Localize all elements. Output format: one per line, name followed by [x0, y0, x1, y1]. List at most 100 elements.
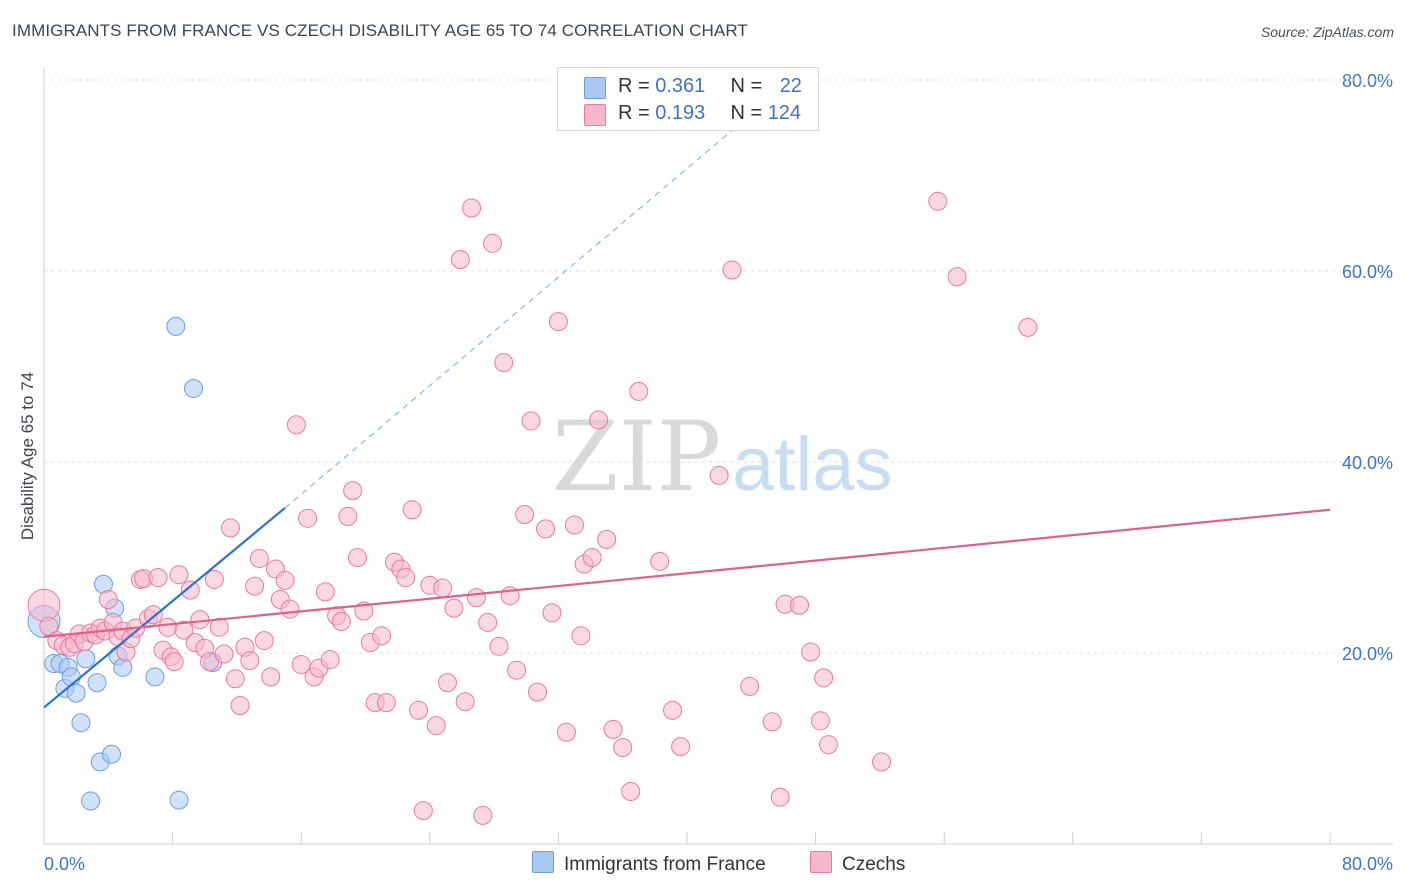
bottom-legend-swatch-czechs — [810, 851, 832, 873]
czech-point — [542, 603, 562, 623]
source-label: Source: ZipAtlas.com — [1260, 24, 1394, 40]
legend-r-label: R = — [618, 102, 656, 124]
france-point — [81, 791, 101, 811]
czech-point — [249, 548, 269, 568]
czech-point — [709, 465, 729, 485]
czech-point — [478, 612, 498, 632]
czech-point — [582, 548, 602, 567]
y-tick-label: 40.0% — [1342, 453, 1393, 473]
france-point — [76, 649, 96, 669]
czech-point — [462, 198, 482, 218]
czech-point — [148, 568, 168, 588]
czech-point — [455, 692, 475, 712]
czech-point — [494, 353, 514, 373]
czech-point — [225, 669, 245, 689]
czech-point — [621, 781, 641, 801]
grid: 20.0% 40.0% 60.0% 80.0% — [44, 71, 1393, 664]
czech-point — [801, 642, 821, 662]
czech-point — [169, 565, 189, 585]
czech-point — [174, 620, 194, 640]
czech-point — [180, 580, 200, 600]
czech-point — [872, 752, 892, 772]
czech-point — [254, 631, 274, 651]
czech-point — [433, 578, 453, 598]
czech-point — [158, 617, 178, 637]
czech-point — [762, 712, 782, 732]
czech-point — [810, 711, 830, 731]
czech-point — [589, 410, 609, 430]
czech-point — [556, 722, 576, 742]
czech-point — [245, 576, 265, 596]
czech-point — [372, 626, 392, 646]
series-czechs — [27, 191, 1038, 825]
france-point — [102, 744, 122, 764]
czech-trend-line — [43, 508, 1331, 638]
x-tick-label-max: 80.0% — [1342, 854, 1393, 874]
czech-point — [947, 267, 967, 287]
czech-point — [571, 626, 591, 646]
czech-point — [402, 500, 422, 520]
series-france — [27, 316, 223, 811]
czech-point — [27, 588, 61, 622]
watermark: ZIP atlas — [552, 401, 893, 513]
czech-point — [409, 700, 429, 720]
y-tick-label: 20.0% — [1342, 644, 1393, 664]
legend-r-label: R = — [618, 75, 656, 97]
czech-point — [528, 682, 548, 702]
czech-point — [489, 636, 509, 656]
czech-point — [814, 668, 834, 688]
czech-point — [770, 787, 790, 807]
czech-point — [261, 667, 281, 687]
czech-point — [315, 582, 335, 602]
czech-point — [818, 735, 838, 755]
czech-point — [426, 716, 446, 736]
y-tick-label: 60.0% — [1342, 262, 1393, 282]
czech-point — [722, 260, 742, 280]
czech-point — [450, 250, 470, 270]
czech-point — [230, 696, 250, 716]
czech-point — [98, 590, 118, 610]
czech-point — [663, 700, 683, 720]
y-axis-label: Disability Age 65 to 74 — [18, 372, 37, 540]
czech-point — [597, 529, 617, 549]
czech-point — [482, 233, 502, 253]
czech-point — [396, 568, 416, 588]
y-tick-label: 80.0% — [1342, 71, 1393, 91]
trend-lines — [43, 127, 1331, 709]
legend-swatch-france — [584, 77, 606, 99]
czech-point — [209, 617, 229, 637]
czech-point — [190, 610, 210, 630]
france-trend-line — [43, 506, 286, 709]
bottom-legend-swatch-france — [532, 851, 554, 873]
czech-point — [515, 505, 535, 525]
france-point — [61, 667, 81, 687]
czech-point — [320, 650, 340, 670]
czech-point — [548, 312, 568, 332]
czech-point — [164, 652, 184, 672]
czech-point — [740, 676, 760, 696]
czech-point — [671, 737, 691, 757]
x-tick-label-min: 0.0% — [44, 854, 85, 874]
czech-point — [521, 411, 541, 431]
czech-point — [1018, 317, 1038, 337]
france-point — [71, 713, 91, 733]
watermark-atlas: atlas — [732, 422, 893, 507]
czech-point — [629, 381, 649, 401]
france-point — [166, 316, 186, 336]
czech-point — [220, 518, 240, 538]
legend-swatch-czechs — [584, 104, 606, 126]
france-point — [145, 667, 165, 687]
czech-point — [338, 506, 358, 526]
czech-point — [204, 569, 224, 589]
legend-r-value-czechs: 0.193 — [655, 102, 706, 124]
bottom-legend-france: Immigrants from France — [532, 851, 766, 876]
czech-point — [280, 599, 300, 619]
czech-point — [413, 801, 433, 821]
czech-point — [347, 548, 367, 567]
legend-n-value-france: 22 — [779, 75, 802, 97]
czech-point — [240, 651, 260, 671]
czech-point — [473, 805, 493, 825]
czech-point — [444, 598, 464, 618]
czech-point — [613, 738, 633, 758]
